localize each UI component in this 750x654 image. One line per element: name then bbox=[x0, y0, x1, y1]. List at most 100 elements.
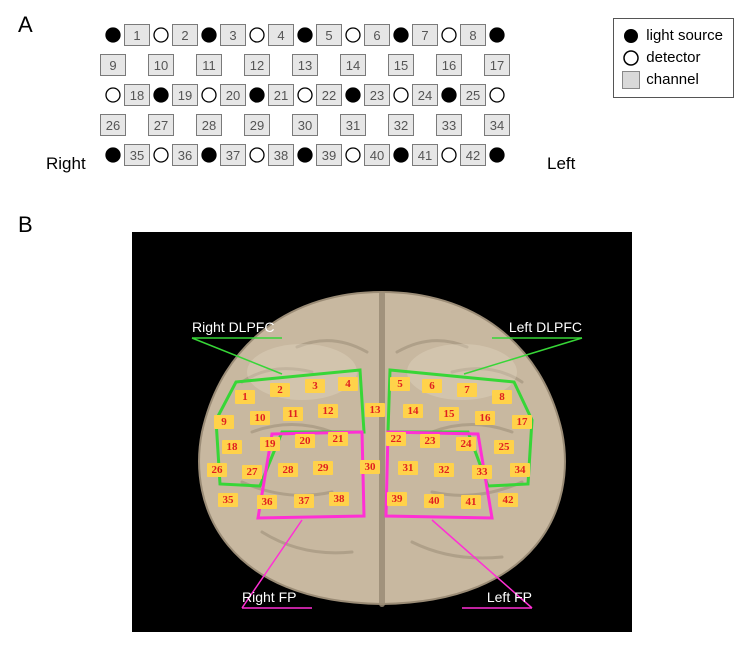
brain-channel-marker: 18 bbox=[222, 440, 242, 454]
detector-icon bbox=[622, 49, 640, 67]
brain-channel-marker: 11 bbox=[283, 407, 303, 421]
channel-cell: 38 bbox=[268, 144, 294, 166]
grid-row: 1819202122232425 bbox=[102, 82, 510, 108]
brain-channel-marker: 8 bbox=[492, 390, 512, 404]
channel-cell: 29 bbox=[244, 114, 270, 136]
legend-channel-label: channel bbox=[646, 69, 699, 91]
brain-channel-marker: 23 bbox=[420, 434, 440, 448]
channel-cell: 30 bbox=[292, 114, 318, 136]
brain-channel-marker: 29 bbox=[313, 461, 333, 475]
panel-a-label: A bbox=[18, 12, 33, 38]
right-fp-label: Right FP bbox=[242, 589, 296, 605]
panel-a: A 12345678910111213141516171819202122232… bbox=[12, 12, 738, 202]
channel-cell: 36 bbox=[172, 144, 198, 166]
brain-channel-marker: 13 bbox=[365, 403, 385, 417]
channel-cell: 19 bbox=[172, 84, 198, 106]
legend-source-label: light source bbox=[646, 25, 723, 47]
brain-channel-marker: 1 bbox=[235, 390, 255, 404]
brain-channel-marker: 2 bbox=[270, 383, 290, 397]
channel-cell: 4 bbox=[268, 24, 294, 46]
detector-dot bbox=[438, 144, 460, 166]
panel-b-label: B bbox=[18, 212, 33, 238]
detector-dot bbox=[198, 84, 220, 106]
brain-channel-marker: 39 bbox=[387, 492, 407, 506]
right-side-label: Right bbox=[46, 154, 86, 174]
brain-channel-marker: 17 bbox=[512, 415, 532, 429]
grid-row: 12345678 bbox=[102, 22, 510, 48]
channel-icon bbox=[622, 71, 640, 89]
channel-cell: 35 bbox=[124, 144, 150, 166]
channel-cell: 22 bbox=[316, 84, 342, 106]
source-dot bbox=[390, 144, 412, 166]
channel-cell: 32 bbox=[388, 114, 414, 136]
brain-channel-marker: 36 bbox=[257, 495, 277, 509]
detector-dot bbox=[246, 144, 268, 166]
brain-channel-marker: 12 bbox=[318, 404, 338, 418]
brain-channel-marker: 38 bbox=[329, 492, 349, 506]
channel-cell: 18 bbox=[124, 84, 150, 106]
brain-channel-marker: 25 bbox=[494, 440, 514, 454]
brain-channel-marker: 3 bbox=[305, 379, 325, 393]
channel-cell: 37 bbox=[220, 144, 246, 166]
brain-channel-marker: 16 bbox=[475, 411, 495, 425]
channel-cell: 12 bbox=[244, 54, 270, 76]
channel-cell: 21 bbox=[268, 84, 294, 106]
brain-channel-marker: 32 bbox=[434, 463, 454, 477]
detector-dot bbox=[342, 144, 364, 166]
brain-image-box: Right DLPFCLeft DLPFCRight FPLeft FP 123… bbox=[132, 232, 632, 632]
brain-channel-marker: 33 bbox=[472, 465, 492, 479]
channel-cell: 33 bbox=[436, 114, 462, 136]
channel-grid: 1234567891011121314151617181920212223242… bbox=[102, 22, 510, 168]
brain-channel-marker: 19 bbox=[260, 437, 280, 451]
left-side-label: Left bbox=[547, 154, 575, 174]
brain-channel-marker: 7 bbox=[457, 383, 477, 397]
channel-cell: 9 bbox=[100, 54, 126, 76]
channel-cell: 26 bbox=[100, 114, 126, 136]
channel-cell: 10 bbox=[148, 54, 174, 76]
brain-channel-marker: 35 bbox=[218, 493, 238, 507]
brain-channel-marker: 24 bbox=[456, 437, 476, 451]
brain-channel-marker: 22 bbox=[386, 432, 406, 446]
brain-svg: Right DLPFCLeft DLPFCRight FPLeft FP bbox=[132, 232, 632, 632]
brain-channel-marker: 21 bbox=[328, 432, 348, 446]
channel-cell: 8 bbox=[460, 24, 486, 46]
brain-channel-marker: 5 bbox=[390, 377, 410, 391]
panel-b: B Right DLPFCLeft DLPFCRight FPLeft FP 1… bbox=[12, 212, 738, 642]
brain-channel-marker: 28 bbox=[278, 463, 298, 477]
left-dlpfc-label: Left DLPFC bbox=[509, 319, 582, 335]
detector-dot bbox=[390, 84, 412, 106]
channel-cell: 13 bbox=[292, 54, 318, 76]
brain-channel-marker: 6 bbox=[422, 379, 442, 393]
brain-channel-marker: 20 bbox=[295, 434, 315, 448]
grid-row: 3536373839404142 bbox=[102, 142, 510, 168]
brain-channel-marker: 9 bbox=[214, 415, 234, 429]
detector-dot bbox=[246, 24, 268, 46]
source-dot bbox=[294, 24, 316, 46]
channel-cell: 3 bbox=[220, 24, 246, 46]
brain-channel-marker: 41 bbox=[461, 495, 481, 509]
channel-cell: 6 bbox=[364, 24, 390, 46]
source-dot bbox=[102, 24, 124, 46]
channel-cell: 40 bbox=[364, 144, 390, 166]
source-dot bbox=[486, 144, 508, 166]
channel-cell: 11 bbox=[196, 54, 222, 76]
left-fp-label: Left FP bbox=[487, 589, 532, 605]
source-dot bbox=[294, 144, 316, 166]
brain-channel-marker: 27 bbox=[242, 465, 262, 479]
channel-cell: 39 bbox=[316, 144, 342, 166]
channel-cell: 20 bbox=[220, 84, 246, 106]
channel-cell: 14 bbox=[340, 54, 366, 76]
legend-detector: detector bbox=[622, 47, 723, 69]
detector-dot bbox=[486, 84, 508, 106]
source-dot bbox=[198, 144, 220, 166]
detector-dot bbox=[102, 84, 124, 106]
legend-box: light source detector channel bbox=[613, 18, 734, 98]
detector-dot bbox=[342, 24, 364, 46]
brain-channel-marker: 40 bbox=[424, 494, 444, 508]
detector-dot bbox=[294, 84, 316, 106]
channel-cell: 27 bbox=[148, 114, 174, 136]
channel-cell: 1 bbox=[124, 24, 150, 46]
channel-cell: 23 bbox=[364, 84, 390, 106]
brain-channel-marker: 31 bbox=[398, 461, 418, 475]
brain-channel-marker: 42 bbox=[498, 493, 518, 507]
